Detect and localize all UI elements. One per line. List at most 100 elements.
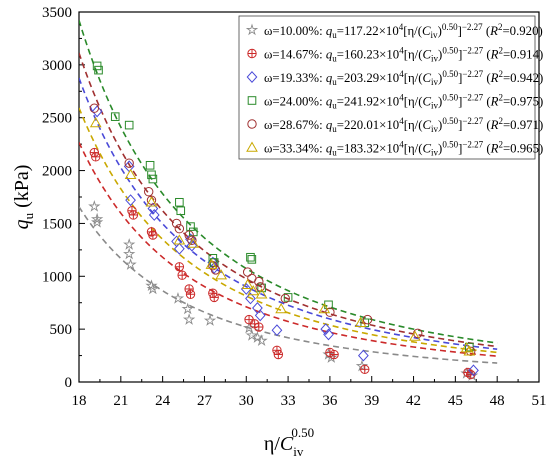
- legend-marker: [247, 119, 257, 129]
- y-tick-label: 500: [50, 322, 73, 338]
- x-tick-label: 48: [490, 393, 505, 409]
- data-point: [94, 65, 103, 75]
- legend-text: ω=14.67%: qu=160.23×104[η/(Civ)0.50]−2.2…: [264, 46, 543, 64]
- y-axis-label: qu (kPa): [11, 165, 36, 230]
- data-point: [463, 345, 476, 356]
- x-tick-label: 21: [113, 393, 128, 409]
- data-point: [273, 349, 284, 360]
- data-point: [145, 160, 155, 170]
- data-point: [123, 247, 136, 260]
- data-point: [271, 324, 283, 337]
- data-point: [124, 158, 134, 168]
- y-tick-label: 1000: [42, 269, 72, 285]
- data-point: [325, 307, 335, 317]
- plot-area: 18 21 24 27 30 33 36 39 42 45 48 51 0 500 1000 1500 2000…: [42, 5, 547, 409]
- legend-entry: ω=28.67%: qu=220.01×104[η/(Civ)0.50]−2.2…: [247, 116, 543, 134]
- data-point: [254, 276, 264, 287]
- legend-entry: ω=19.33%: qu=203.29×104[η/(Civ)0.50]−2.2…: [246, 69, 543, 87]
- data-point: [465, 342, 474, 352]
- x-tick-label: 24: [155, 393, 171, 409]
- data-point: [355, 359, 369, 372]
- data-point: [187, 237, 200, 248]
- legend-entry: ω=10.00%: qu=117.22×104[η/(Civ)0.50]−2.2…: [245, 22, 543, 40]
- legend-entry: ω=24.00%: qu=241.92×104[η/(Civ)0.50]−2.2…: [247, 93, 543, 111]
- data-point: [323, 328, 334, 341]
- x-tick-label: 42: [406, 393, 421, 409]
- data-point: [145, 196, 158, 207]
- data-point: [110, 112, 120, 121]
- legend-text: ω=10.00%: qu=117.22×104[η/(Civ)0.50]−2.2…: [264, 22, 543, 40]
- data-point: [245, 329, 259, 341]
- data-point: [124, 120, 134, 130]
- data-point: [89, 116, 102, 128]
- data-point: [360, 364, 370, 375]
- fit-curve: [79, 20, 498, 344]
- data-point: [241, 278, 254, 289]
- data-point: [257, 283, 266, 293]
- data-point: [171, 292, 185, 304]
- legend-marker: [247, 96, 257, 105]
- data-point: [329, 349, 339, 360]
- y-tick-label: 3500: [42, 5, 72, 21]
- legend-text: ω=24.00%: qu=241.92×104[η/(Civ)0.50]−2.2…: [264, 93, 543, 111]
- legend-marker: [247, 48, 257, 59]
- y-tick-label: 1500: [42, 216, 72, 232]
- data-point: [203, 314, 217, 326]
- data-point: [244, 314, 254, 325]
- data-point: [171, 218, 182, 229]
- data-point: [91, 105, 103, 118]
- data-point: [275, 303, 287, 314]
- legend-text: ω=28.67%: qu=220.01×104[η/(Civ)0.50]−2.2…: [264, 116, 543, 134]
- fit-curve: [79, 52, 498, 348]
- data-point: [146, 282, 160, 295]
- legend: ω=10.00%: qu=117.22×104[η/(Civ)0.50]−2.2…: [238, 15, 543, 160]
- data-point: [187, 235, 197, 246]
- data-point: [205, 258, 218, 269]
- legend-marker: [246, 141, 258, 152]
- data-point: [247, 285, 260, 296]
- legend-marker: [246, 71, 258, 83]
- data-point: [409, 330, 421, 341]
- data-point: [90, 212, 104, 225]
- series-points: [88, 200, 479, 381]
- x-tick-label: 45: [448, 393, 463, 409]
- data-point: [89, 103, 100, 113]
- data-point: [255, 334, 268, 347]
- x-tick-label: 30: [239, 393, 254, 409]
- data-point: [181, 302, 194, 315]
- data-point: [245, 292, 256, 305]
- x-axis-label: η/Civ0.50: [264, 425, 314, 459]
- data-point: [465, 369, 476, 380]
- data-point: [283, 293, 293, 302]
- data-point: [182, 313, 196, 325]
- data-point: [124, 168, 137, 179]
- data-point: [147, 202, 159, 215]
- data-point: [145, 279, 158, 292]
- data-point: [124, 258, 137, 270]
- data-point: [207, 256, 219, 269]
- x-tick-label: 33: [281, 393, 296, 409]
- data-point: [146, 195, 157, 205]
- data-point: [176, 206, 186, 216]
- data-point: [357, 349, 369, 362]
- data-point: [148, 230, 158, 240]
- data-point: [88, 200, 101, 212]
- data-point: [148, 209, 160, 221]
- fit-curve: [79, 206, 498, 364]
- legend-entry: ω=14.67%: qu=160.23×104[η/(Civ)0.50]−2.2…: [247, 46, 543, 64]
- series-points: [89, 147, 476, 380]
- data-point: [215, 269, 228, 280]
- legend-marker: [245, 23, 259, 36]
- data-point: [186, 222, 195, 231]
- data-point: [175, 197, 184, 207]
- legend-text: ω=33.34%: qu=183.32×104[η/(Civ)0.50]−2.2…: [264, 140, 543, 158]
- fit-curve: [79, 142, 498, 357]
- data-point: [318, 303, 331, 314]
- data-point: [354, 316, 367, 327]
- data-point: [468, 364, 479, 377]
- data-point: [184, 284, 194, 294]
- data-point: [247, 255, 257, 264]
- legend-text: ω=19.33%: qu=203.29×104[η/(Civ)0.50]−2.2…: [264, 69, 543, 87]
- y-tick-label: 2500: [42, 111, 72, 127]
